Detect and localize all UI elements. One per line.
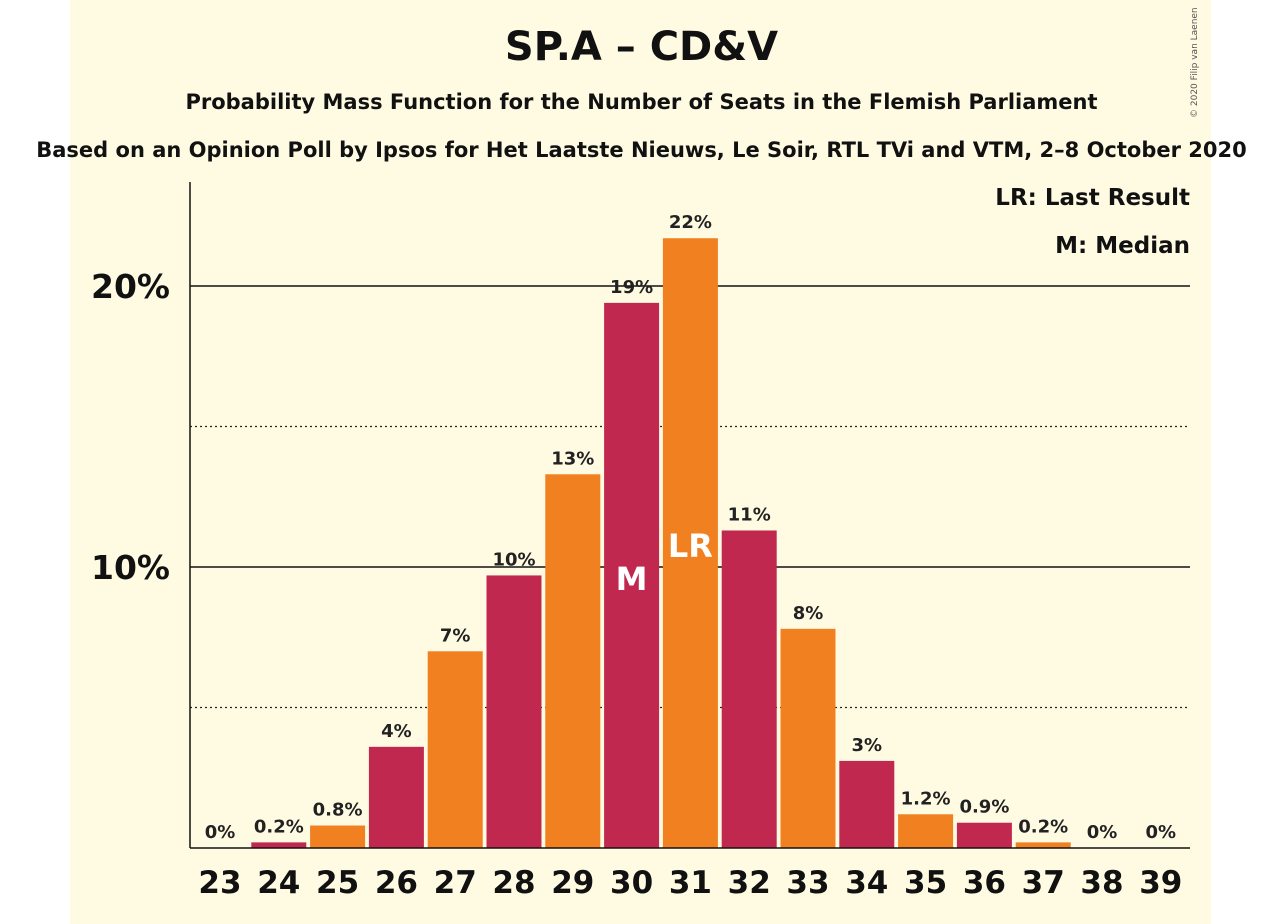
x-tick-label: 33 xyxy=(786,865,829,901)
bar-marker-m: M xyxy=(616,560,648,598)
bar-value-label: 11% xyxy=(728,504,771,525)
bar-value-label: 0.2% xyxy=(254,816,304,837)
bar xyxy=(251,842,307,848)
bar-value-label: 1.2% xyxy=(901,788,951,809)
bar xyxy=(662,238,718,849)
x-tick-label: 34 xyxy=(845,865,888,901)
x-tick-label: 26 xyxy=(375,865,418,901)
bar xyxy=(780,628,836,848)
chart-title: SP.A – CD&V xyxy=(504,24,779,70)
bar xyxy=(310,825,366,848)
x-tick-label: 29 xyxy=(551,865,594,901)
bar xyxy=(368,746,424,848)
y-tick-label: 20% xyxy=(91,267,170,306)
x-tick-label: 27 xyxy=(434,865,477,901)
bar-value-label: 4% xyxy=(381,721,412,742)
bar-value-label: 0% xyxy=(1087,822,1118,843)
x-tick-label: 36 xyxy=(963,865,1006,901)
bar xyxy=(839,760,895,848)
bar xyxy=(1015,842,1071,848)
bar-value-label: 22% xyxy=(669,212,712,233)
y-tick-label: 10% xyxy=(91,548,170,587)
bar-value-label: 0.8% xyxy=(313,800,363,821)
chart-source: Based on an Opinion Poll by Ipsos for He… xyxy=(36,138,1247,162)
bar-marker-lr: LR xyxy=(668,527,713,565)
bar xyxy=(486,575,542,848)
x-tick-label: 25 xyxy=(316,865,359,901)
x-tick-label: 37 xyxy=(1022,865,1065,901)
x-tick-label: 38 xyxy=(1080,865,1123,901)
bar-value-label: 13% xyxy=(551,448,594,469)
bar-value-label: 8% xyxy=(793,603,824,624)
chart-subtitle: Probability Mass Function for the Number… xyxy=(185,90,1098,114)
bar xyxy=(545,474,601,848)
bar-value-label: 10% xyxy=(492,549,535,570)
bar-value-label: 0% xyxy=(1146,822,1177,843)
bar-value-label: 0% xyxy=(205,822,236,843)
bar-value-label: 19% xyxy=(610,277,653,298)
bar xyxy=(898,814,954,848)
x-tick-label: 35 xyxy=(904,865,947,901)
legend-last-result: LR: Last Result xyxy=(995,185,1190,211)
bar xyxy=(721,530,777,848)
x-tick-label: 31 xyxy=(669,865,712,901)
bar-value-label: 7% xyxy=(440,625,471,646)
x-tick-label: 24 xyxy=(257,865,300,901)
bar xyxy=(427,651,483,848)
bar xyxy=(604,302,660,848)
bar-value-label: 3% xyxy=(852,735,883,756)
x-tick-label: 32 xyxy=(728,865,771,901)
x-tick-label: 28 xyxy=(492,865,535,901)
x-tick-label: 30 xyxy=(610,865,653,901)
legend-median: M: Median xyxy=(1055,233,1190,259)
x-tick-label: 23 xyxy=(198,865,241,901)
x-tick-label: 39 xyxy=(1139,865,1182,901)
bar xyxy=(956,822,1012,848)
bar-value-label: 0.9% xyxy=(959,797,1009,818)
bar-value-label: 0.2% xyxy=(1018,816,1068,837)
